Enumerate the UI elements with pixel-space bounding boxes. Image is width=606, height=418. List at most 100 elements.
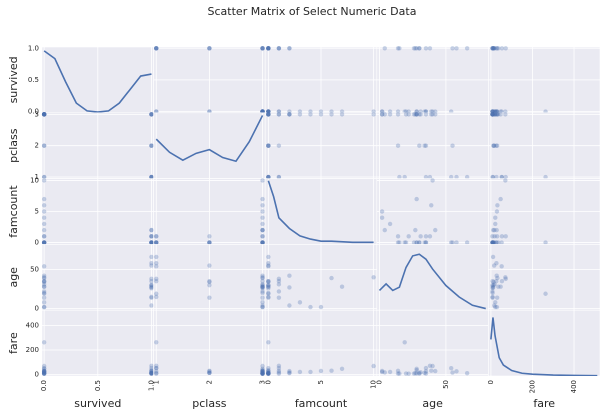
- scatter-point: [41, 366, 47, 371]
- scatter-point: [207, 282, 212, 288]
- scatter-point: [149, 369, 154, 374]
- scatter-point: [41, 284, 47, 289]
- scatter-point: [429, 368, 434, 373]
- scatter-point: [318, 112, 324, 117]
- scatter-point: [260, 285, 265, 290]
- scatter-point: [266, 112, 271, 117]
- scatter-point: [494, 143, 500, 148]
- scatter-point: [41, 279, 47, 284]
- cell: [490, 310, 598, 377]
- scatter-point: [397, 371, 402, 376]
- scatter-point: [260, 240, 265, 245]
- scatter-point: [266, 282, 271, 288]
- scatter-point: [149, 240, 154, 245]
- scatter-point: [382, 112, 387, 117]
- scatter-point: [260, 279, 265, 284]
- scatter-point: [339, 112, 345, 117]
- scatter-point: [397, 174, 402, 180]
- cell: [488, 47, 600, 113]
- scatter-point: [260, 275, 265, 281]
- scatter-point: [260, 370, 265, 375]
- cell: [265, 244, 377, 311]
- y-axis-label: famcount: [7, 185, 20, 238]
- cell: [43, 47, 152, 113]
- scatter-point: [260, 240, 265, 245]
- scatter-point: [41, 178, 47, 183]
- scatter-point: [154, 365, 159, 371]
- scatter-point: [260, 46, 265, 51]
- scatter-point: [266, 284, 271, 289]
- scatter-point: [494, 279, 499, 284]
- scatter-point: [490, 112, 495, 117]
- scatter-point: [371, 275, 376, 280]
- scatter-point: [149, 240, 154, 245]
- scatter-point: [387, 221, 393, 227]
- scatter-point: [260, 273, 265, 278]
- y-axis-label: pclass: [7, 128, 20, 163]
- scatter-point: [494, 112, 500, 117]
- scatter-point: [149, 240, 154, 245]
- scatter-point: [417, 371, 422, 376]
- scatter-point: [411, 46, 417, 51]
- scatter-point: [154, 234, 159, 239]
- scatter-point: [207, 279, 212, 284]
- scatter-point: [41, 284, 47, 289]
- scatter-point: [382, 227, 387, 233]
- scatter-point: [492, 112, 497, 117]
- scatter-point: [494, 304, 500, 310]
- scatter-point: [154, 363, 159, 368]
- scatter-point: [41, 291, 47, 296]
- scatter-point: [494, 46, 499, 51]
- scatter-point: [329, 368, 334, 373]
- scatter-point: [496, 284, 501, 289]
- scatter-point: [260, 178, 265, 183]
- scatter-point: [379, 112, 385, 117]
- scatter-point: [417, 46, 422, 51]
- x-axis-label: pclass: [192, 397, 227, 410]
- scatter-point: [494, 295, 500, 300]
- scatter-point: [41, 279, 47, 285]
- scatter-point: [41, 371, 47, 376]
- scatter-point: [499, 279, 505, 284]
- scatter-point: [266, 294, 271, 300]
- scatter-point: [492, 46, 497, 51]
- scatter-point: [287, 273, 292, 278]
- scatter-point: [414, 366, 419, 371]
- scatter-point: [276, 363, 282, 368]
- kde-line: [490, 317, 598, 377]
- scatter-point: [430, 178, 435, 183]
- scatter-point: [266, 174, 271, 180]
- scatter-point: [207, 240, 212, 245]
- scatter-point: [41, 365, 47, 371]
- scatter-point: [492, 112, 497, 117]
- scatter-point: [207, 234, 212, 239]
- scatter-point: [493, 215, 498, 220]
- scatter-point: [266, 112, 271, 117]
- scatter-point: [464, 174, 470, 180]
- y-tick-label: 5: [35, 208, 39, 216]
- x-axis-label: fare: [533, 397, 555, 410]
- x-axis-label: famcount: [295, 397, 348, 410]
- scatter-point: [266, 254, 271, 260]
- scatter-point: [41, 295, 47, 300]
- cell: [376, 310, 489, 376]
- scatter-point: [154, 279, 159, 284]
- x-tick-label: 0.5: [94, 380, 102, 391]
- scatter-point: [503, 276, 508, 282]
- scatter-point: [503, 178, 508, 183]
- scatter-point: [260, 46, 265, 51]
- scatter-point: [308, 369, 313, 375]
- scatter-point: [260, 46, 265, 51]
- scatter-point: [266, 46, 271, 51]
- scatter-point: [266, 174, 271, 180]
- scatter-point: [490, 46, 495, 51]
- scatter-point: [464, 46, 470, 51]
- scatter-point: [260, 209, 265, 214]
- kde-line: [43, 50, 152, 113]
- y-tick-label: 0: [35, 239, 39, 247]
- scatter-point: [494, 174, 499, 180]
- scatter-point: [406, 112, 411, 117]
- scatter-point: [260, 284, 265, 289]
- scatter-point: [149, 282, 154, 288]
- scatter-point: [417, 143, 422, 148]
